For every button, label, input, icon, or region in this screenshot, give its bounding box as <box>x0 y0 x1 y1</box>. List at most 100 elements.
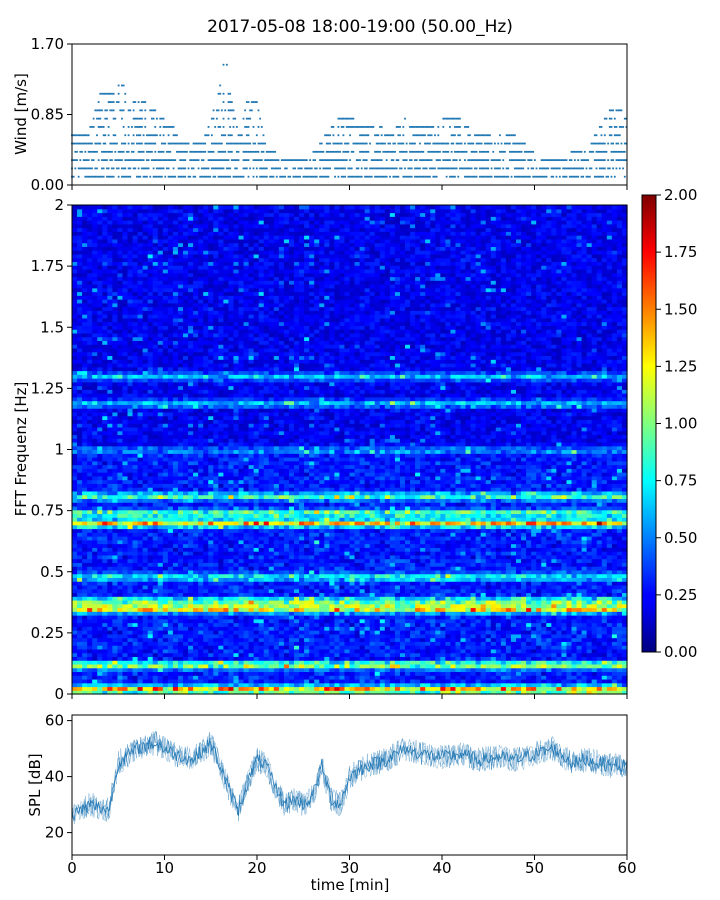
spectrogram-cell <box>435 633 441 639</box>
spectrogram-cell <box>248 678 255 684</box>
wind-point <box>484 150 486 153</box>
spectrogram-cell <box>82 596 88 601</box>
spectrogram-cell <box>344 588 351 594</box>
spectrogram-cell <box>324 667 330 673</box>
spectrogram-cell <box>571 615 578 620</box>
spectrogram-cell <box>445 637 452 642</box>
wind-point <box>439 142 441 145</box>
spectrogram-cell <box>606 660 613 665</box>
spectrogram-cell <box>248 652 255 657</box>
spectrogram-cell <box>566 615 573 620</box>
spectrogram-cell <box>122 622 129 627</box>
wind-point <box>127 150 130 153</box>
spectrogram-cell <box>606 637 613 642</box>
spectrogram-cell <box>611 599 618 605</box>
spectrogram-cell <box>440 618 446 624</box>
spectrogram-cell <box>430 660 436 665</box>
spectrogram-cell <box>546 637 552 642</box>
spectrogram-cell <box>162 588 169 594</box>
spectrogram-cell <box>82 599 88 605</box>
wind-point <box>141 109 143 112</box>
wind-point <box>259 117 262 120</box>
spectrogram-cell <box>238 652 245 657</box>
spectrogram-cell <box>551 667 557 673</box>
wind-point <box>179 167 182 170</box>
spectrogram-cell <box>526 641 532 646</box>
spectrogram-cell <box>344 626 351 631</box>
spectrogram-cell <box>531 607 537 612</box>
spectrogram-cell <box>167 588 174 594</box>
spectrogram-cell <box>536 637 542 642</box>
wind-point <box>194 159 197 162</box>
spectrogram-cell <box>102 663 108 669</box>
spectrogram-cell <box>97 584 103 590</box>
spectrogram-cell <box>223 675 230 680</box>
wind-point <box>484 167 486 170</box>
spectrogram-cell <box>339 584 346 590</box>
spectrogram-cell <box>450 607 457 612</box>
spectrogram-cell <box>556 588 563 594</box>
spectrogram-cell <box>460 637 467 642</box>
spectrogram-cell <box>142 641 149 646</box>
wind-point <box>598 159 601 162</box>
spectrogram-cell <box>450 630 457 635</box>
spectrogram-cell <box>87 648 93 654</box>
wind-point <box>563 167 566 170</box>
wind-point <box>419 142 421 145</box>
wind-point <box>402 126 405 128</box>
spectrogram-cell <box>399 626 406 631</box>
spectrogram-cell <box>505 584 512 590</box>
spectrogram-cell <box>92 622 98 627</box>
wind-point <box>337 167 340 170</box>
spectrogram-cell <box>77 581 83 586</box>
wind-point <box>172 134 175 137</box>
wind-point <box>502 159 505 162</box>
spectrogram-cell <box>475 626 482 631</box>
spectrogram-cell <box>87 603 93 609</box>
spectrogram-cell <box>304 577 310 582</box>
spectrogram-cell <box>586 615 593 620</box>
wind-point <box>603 167 606 170</box>
spectrogram-cell <box>384 678 391 684</box>
wind-point <box>415 134 418 137</box>
spectrogram-cell <box>188 641 194 646</box>
spectrogram-cell <box>465 596 472 601</box>
spectrogram-cell <box>405 630 411 635</box>
spectrogram-cell <box>410 618 416 624</box>
spectrogram-cell <box>551 584 557 590</box>
wind-point <box>385 159 388 162</box>
spectrogram-cell <box>288 596 295 601</box>
spectrogram-cell <box>112 686 119 691</box>
spectrogram-cell <box>596 678 603 684</box>
spectrogram-cell <box>500 663 507 669</box>
spectrogram-cell <box>470 581 477 586</box>
wind-point <box>390 150 393 153</box>
spectrogram-cell <box>455 660 462 665</box>
wind-point <box>179 142 182 145</box>
spectrogram-cell <box>475 592 482 597</box>
spectrogram-cell <box>82 592 88 597</box>
spectrogram-cell <box>410 615 416 620</box>
spectrogram-cell <box>450 686 457 691</box>
wind-point <box>111 159 113 162</box>
wind-point <box>142 134 145 137</box>
spectrogram-cell <box>566 611 573 616</box>
wind-point <box>394 150 396 153</box>
spectrogram-cell <box>253 603 260 609</box>
spectrogram-cell <box>283 607 290 612</box>
spectrogram-cell <box>379 592 386 597</box>
wind-point <box>139 142 142 145</box>
spectrogram-cell <box>581 611 588 616</box>
wind-point <box>76 159 78 162</box>
spectrogram-cell <box>586 667 593 673</box>
spectrogram-cell <box>334 682 341 688</box>
spectrogram-cell <box>611 577 618 582</box>
spectrogram-cell <box>621 682 628 688</box>
spectrogram-cell <box>389 626 396 631</box>
spectrogram-cell <box>122 592 129 597</box>
spectrogram-cell <box>157 592 164 597</box>
spectrogram-cell <box>460 577 467 582</box>
wind-point <box>307 175 310 178</box>
spectrogram-cell <box>470 584 477 590</box>
spectrogram-cell <box>405 577 411 582</box>
